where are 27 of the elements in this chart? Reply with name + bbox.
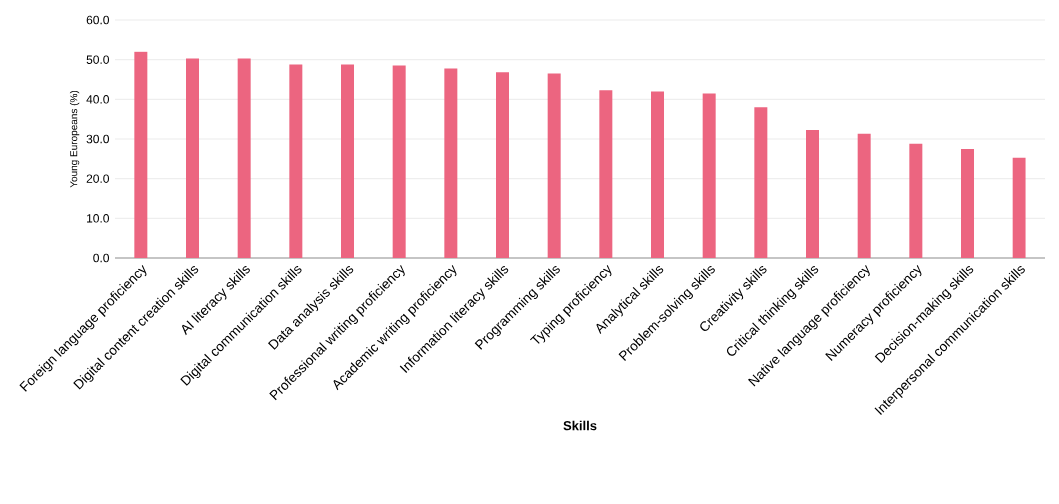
bar xyxy=(496,72,510,258)
y-axis-title: Young Europeans (%) xyxy=(69,90,80,188)
y-tick-label: 50.0 xyxy=(86,55,110,64)
y-tick-label: 0.0 xyxy=(93,253,110,263)
bar xyxy=(909,143,923,258)
y-tick-label: 10.0 xyxy=(87,214,110,223)
bar xyxy=(754,107,768,258)
bar xyxy=(341,64,355,258)
bar xyxy=(651,91,665,258)
x-axis-title: Skills xyxy=(563,420,597,431)
y-tick-label: 40.0 xyxy=(86,95,110,104)
bar xyxy=(857,133,871,258)
bar xyxy=(599,90,613,258)
y-tick-label: 30.0 xyxy=(86,134,110,144)
bar xyxy=(186,58,199,258)
bar xyxy=(547,73,561,258)
bar xyxy=(289,64,303,258)
bar xyxy=(806,129,820,258)
bar xyxy=(961,148,975,258)
bar xyxy=(1012,157,1026,258)
y-tick-label: 20.0 xyxy=(86,174,110,183)
bar xyxy=(392,65,406,258)
y-tick-label: 60.0 xyxy=(86,15,110,25)
bar xyxy=(237,58,251,258)
bar xyxy=(134,51,148,258)
bar xyxy=(444,68,458,258)
bar xyxy=(702,93,716,258)
